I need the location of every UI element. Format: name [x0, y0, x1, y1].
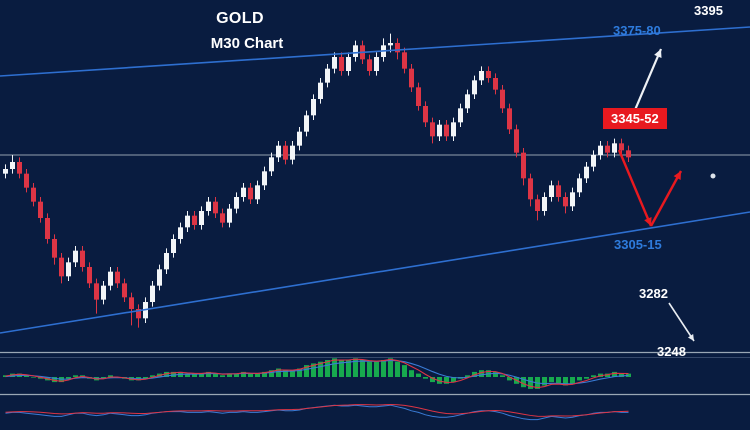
price-label-3395: 3395	[694, 3, 723, 18]
hlines-layer	[0, 154, 750, 396]
macd-layer	[3, 358, 631, 389]
trendlines-layer	[0, 26, 750, 334]
support-zone-label: 3305-15	[614, 237, 662, 252]
price-label-3282: 3282	[639, 286, 668, 301]
supply-zone-badge: 3345-52	[603, 108, 667, 129]
price-dot	[710, 173, 716, 179]
price-label-3248: 3248	[657, 344, 686, 359]
chart-timeframe-subtitle: M30 Chart	[210, 35, 284, 52]
oscillator-layer	[5, 403, 629, 421]
resistance-zone-label: 3375-80	[613, 23, 661, 38]
candles-layer	[3, 33, 631, 328]
chart-title: GOLD	[216, 10, 264, 27]
